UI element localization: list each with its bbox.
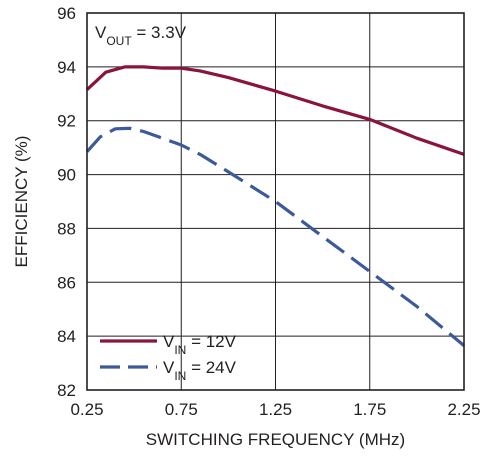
y-tick-label-90: 90 <box>57 166 76 185</box>
y-axis-label: EFFICIENCY (%) <box>12 136 31 268</box>
series-line-vin-12v <box>85 65 465 156</box>
legend-label-vin-24v-prefix: V <box>163 358 175 377</box>
legend-label-vin-24v-suffix: = 24V <box>186 358 236 377</box>
x-tick-label-1-75: 1.75 <box>353 400 386 419</box>
legend-label-vin-12v-subscript: IN <box>174 343 186 357</box>
series-lines <box>85 65 466 347</box>
vout-annotation: VOUT = 3.3V <box>95 23 187 48</box>
vout-annotation-subscript: OUT <box>106 34 132 48</box>
y-tick-label-82: 82 <box>57 381 76 400</box>
x-tick-label-1-25: 1.25 <box>259 400 292 419</box>
x-tick-label-2-25: 2.25 <box>447 400 480 419</box>
y-tick-label-84: 84 <box>57 327 76 346</box>
x-tick-label-0-25: 0.25 <box>70 400 103 419</box>
y-tick-labels: 82 84 86 88 90 92 94 96 <box>57 4 76 400</box>
legend-label-vin-24v: VIN = 24V <box>163 358 237 383</box>
y-tick-label-94: 94 <box>57 58 76 77</box>
legend-label-vin-12v-prefix: V <box>163 332 175 351</box>
x-axis-label: SWITCHING FREQUENCY (MHz) <box>146 430 405 449</box>
x-tick-labels: 0.25 0.75 1.25 1.75 2.25 <box>70 400 480 419</box>
x-tick-label-0-75: 0.75 <box>165 400 198 419</box>
vout-annotation-prefix: V <box>95 23 107 42</box>
y-tick-label-88: 88 <box>57 219 76 238</box>
y-tick-label-96: 96 <box>57 4 76 23</box>
vout-annotation-suffix: = 3.3V <box>132 23 187 42</box>
grid-lines <box>87 13 464 390</box>
y-tick-label-86: 86 <box>57 273 76 292</box>
legend: VIN = 12V VIN = 24V <box>100 332 237 383</box>
series-line-vin-24v <box>85 126 466 347</box>
legend-label-vin-24v-subscript: IN <box>174 369 186 383</box>
plot-frame <box>86 12 465 391</box>
legend-label-vin-12v-suffix: = 12V <box>186 332 236 351</box>
y-tick-label-92: 92 <box>57 112 76 131</box>
legend-label-vin-12v: VIN = 12V <box>163 332 237 357</box>
